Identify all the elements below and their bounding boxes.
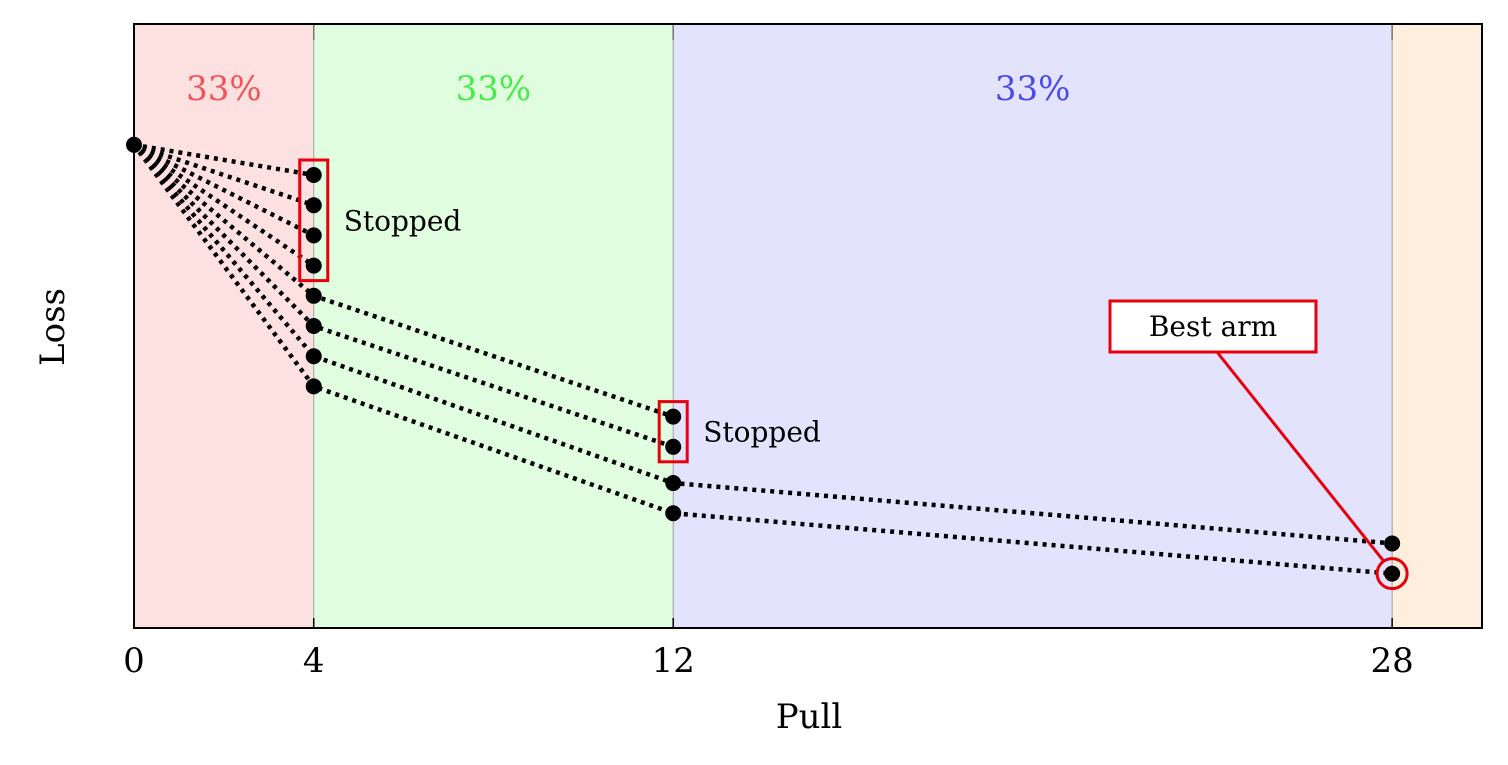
data-point [305,348,322,365]
best-arm-circle [1375,557,1409,591]
x-tick-label-2: 12 [652,641,695,681]
x-tick-label-0: 0 [123,641,145,681]
region-3 [1392,24,1482,628]
data-point [305,378,322,395]
data-point [305,167,322,183]
region-labels: 33% 33% 33% [186,69,1070,109]
data-point [1384,565,1401,582]
data-point [665,408,682,425]
x-tick-label-1: 4 [303,641,325,681]
data-point [305,318,322,334]
stopped-box-1 [657,400,689,464]
series-line-3 [132,142,315,268]
best-arm-label: Best arm [1149,310,1277,343]
data-point [665,475,682,492]
region-label-1: 33% [456,69,532,109]
data-point [305,227,322,244]
data-point [305,287,322,304]
background-regions [134,24,1482,628]
data-point [305,197,322,214]
plot-frame [133,23,1483,629]
data-point [665,438,682,455]
series-line-0 [133,142,315,178]
annotations: Stopped Stopped Best arm [298,158,1409,591]
best-arm-leader-line [1215,351,1386,563]
x-tick-label-3: 28 [1371,641,1414,681]
region-label-0: 33% [186,69,262,109]
y-axis-label: Loss [33,288,73,366]
data-point [1384,535,1401,552]
region-label-2: 33% [995,69,1071,109]
data-point [665,505,682,522]
best-arm-box [1108,299,1318,354]
region-1 [313,24,674,628]
x-axis-ticks: 0 4 12 28 [123,618,1414,681]
x-axis-label: Pull [776,697,843,737]
data-point [305,257,322,274]
series-line-2 [132,142,315,238]
series-line-6 [132,143,1393,546]
data-points [126,136,1401,582]
stopped-label-0: Stopped [344,204,462,237]
stopped-box-0 [298,158,330,283]
stopped-label-1: Stopped [703,416,821,449]
region-0 [134,24,314,628]
